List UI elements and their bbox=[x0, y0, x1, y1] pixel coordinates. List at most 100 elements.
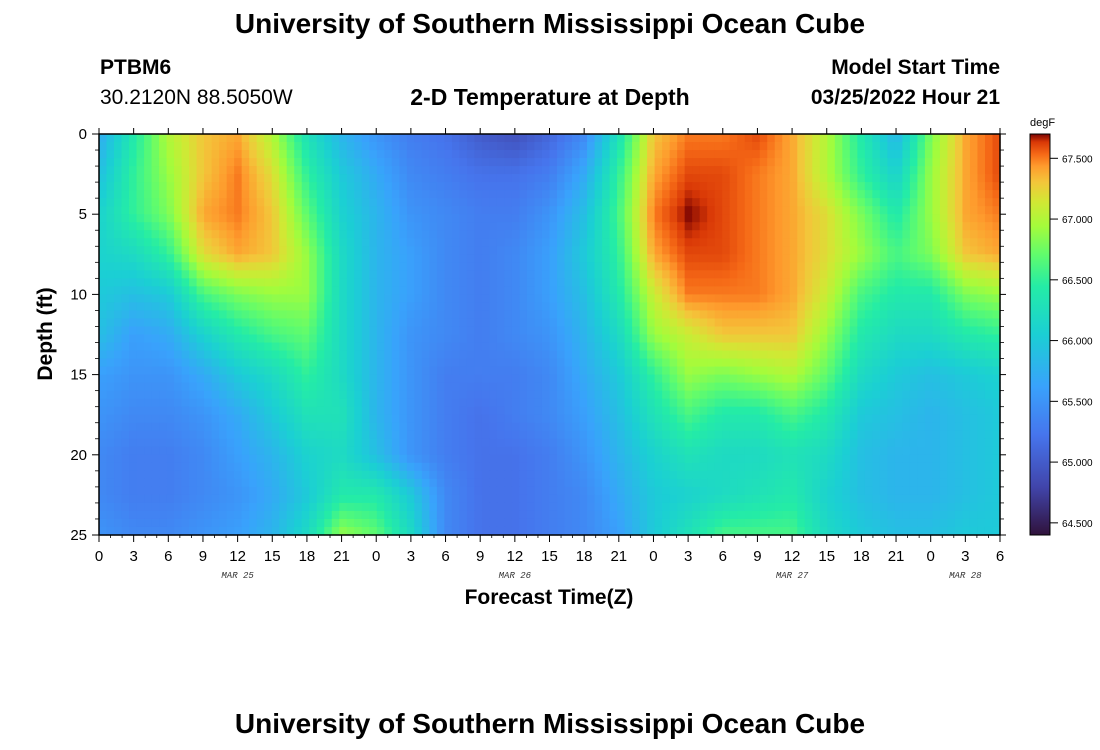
heatmap-cell bbox=[707, 190, 716, 199]
heatmap-cell bbox=[857, 390, 866, 400]
heatmap-cell bbox=[849, 134, 858, 143]
heatmap-cell bbox=[369, 206, 378, 215]
heatmap-cell bbox=[917, 190, 926, 199]
heatmap-cell bbox=[376, 398, 385, 408]
heatmap-cell bbox=[992, 326, 1001, 336]
heatmap-cell bbox=[189, 318, 198, 328]
heatmap-cell bbox=[827, 334, 836, 344]
heatmap-cell bbox=[526, 230, 536, 239]
heatmap-cell bbox=[617, 158, 626, 167]
heatmap-cell bbox=[782, 382, 791, 392]
heatmap-cell bbox=[954, 310, 964, 320]
heatmap-cell bbox=[369, 398, 378, 408]
heatmap-cell bbox=[564, 454, 573, 464]
heatmap-cell bbox=[256, 166, 265, 175]
heatmap-cell bbox=[617, 222, 626, 231]
heatmap-cell bbox=[549, 262, 558, 271]
heatmap-cell bbox=[609, 342, 618, 352]
heatmap-cell bbox=[594, 358, 603, 368]
heatmap-cell bbox=[331, 182, 340, 191]
heatmap-cell bbox=[594, 350, 603, 360]
heatmap-cell bbox=[361, 414, 370, 424]
heatmap-cell bbox=[331, 438, 340, 448]
heatmap-cell bbox=[249, 326, 258, 336]
heatmap-cell bbox=[624, 206, 633, 215]
heatmap-cell bbox=[279, 174, 288, 183]
heatmap-cell bbox=[406, 398, 415, 408]
heatmap-cell bbox=[271, 422, 280, 432]
heatmap-cell bbox=[737, 262, 746, 271]
heatmap-cell bbox=[376, 318, 385, 328]
heatmap-cell bbox=[789, 150, 798, 159]
heatmap-cell bbox=[406, 462, 415, 472]
heatmap-cell bbox=[129, 374, 138, 384]
heatmap-cell bbox=[864, 350, 873, 360]
heatmap-cell bbox=[684, 422, 693, 432]
heatmap-cell bbox=[534, 366, 543, 376]
heatmap-cell bbox=[279, 278, 288, 287]
heatmap-cell bbox=[699, 134, 708, 143]
heatmap-cell bbox=[129, 302, 138, 312]
heatmap-cell bbox=[662, 318, 671, 328]
heatmap-cell bbox=[564, 398, 573, 408]
heatmap-cell bbox=[249, 166, 258, 175]
heatmap-cell bbox=[744, 422, 753, 432]
heatmap-cell bbox=[752, 414, 761, 424]
heatmap-cell bbox=[421, 454, 430, 464]
heatmap-cell bbox=[647, 222, 656, 231]
heatmap-cell bbox=[804, 166, 813, 175]
heatmap-cell bbox=[587, 262, 596, 271]
heatmap-cell bbox=[677, 446, 686, 456]
heatmap-cell bbox=[789, 366, 798, 376]
heatmap-cell bbox=[346, 350, 355, 360]
heatmap-cell bbox=[421, 254, 430, 263]
heatmap-cell bbox=[677, 350, 686, 360]
heatmap-cell bbox=[519, 438, 528, 448]
heatmap-cell bbox=[204, 374, 213, 384]
heatmap-cell bbox=[617, 350, 626, 360]
heatmap-cell bbox=[256, 206, 265, 215]
heatmap-cell bbox=[271, 358, 280, 368]
heatmap-cell bbox=[451, 438, 460, 448]
heatmap-cell bbox=[834, 318, 843, 328]
heatmap-cell bbox=[354, 222, 363, 231]
heatmap-cell bbox=[496, 286, 506, 295]
heatmap-cell bbox=[819, 358, 828, 368]
heatmap-cell bbox=[474, 350, 483, 360]
heatmap-cell bbox=[984, 358, 994, 368]
heatmap-cell bbox=[894, 438, 903, 448]
heatmap-cell bbox=[767, 142, 776, 151]
heatmap-cell bbox=[316, 422, 325, 432]
heatmap-cell bbox=[414, 374, 423, 384]
heatmap-cell bbox=[677, 262, 686, 271]
heatmap-cell bbox=[722, 150, 731, 159]
heatmap-cell bbox=[534, 270, 543, 279]
heatmap-cell bbox=[827, 310, 836, 320]
heatmap-cell bbox=[496, 254, 506, 263]
heatmap-cell bbox=[369, 446, 378, 456]
heatmap-cell bbox=[632, 222, 641, 231]
heatmap-cell bbox=[639, 358, 648, 368]
heatmap-cell bbox=[436, 462, 445, 472]
heatmap-cell bbox=[737, 158, 746, 167]
heatmap-cell bbox=[166, 222, 175, 231]
heatmap-cell bbox=[962, 310, 971, 320]
heatmap-cell bbox=[782, 158, 791, 167]
heatmap-cell bbox=[264, 326, 273, 336]
heatmap-cell bbox=[279, 334, 288, 344]
heatmap-cell bbox=[301, 270, 310, 279]
heatmap-cell bbox=[992, 278, 1001, 287]
heatmap-cell bbox=[301, 142, 310, 151]
heatmap-cell bbox=[684, 134, 693, 143]
heatmap-cell bbox=[241, 198, 250, 207]
heatmap-cell bbox=[204, 230, 213, 239]
heatmap-cell bbox=[519, 294, 528, 304]
heatmap-cell bbox=[707, 382, 716, 392]
heatmap-cell bbox=[759, 342, 768, 352]
heatmap-cell bbox=[609, 438, 618, 448]
heatmap-cell bbox=[189, 446, 198, 456]
heatmap-cell bbox=[129, 430, 138, 440]
heatmap-cell bbox=[609, 374, 618, 384]
heatmap-cell bbox=[151, 214, 160, 223]
heatmap-cell bbox=[714, 438, 723, 448]
